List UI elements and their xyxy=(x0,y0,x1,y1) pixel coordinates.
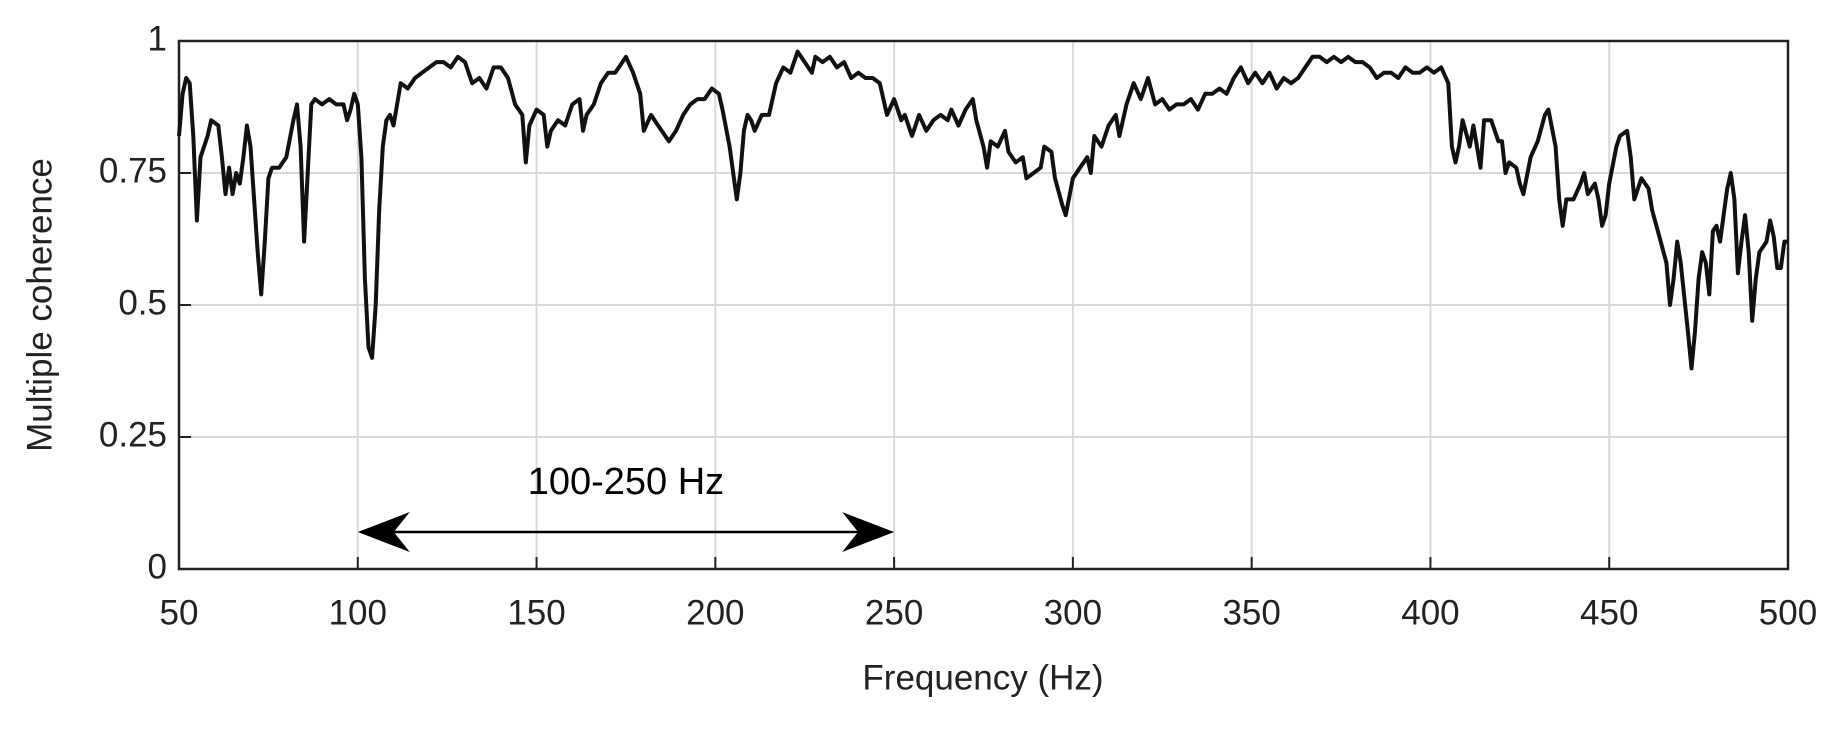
arrow-head xyxy=(842,512,895,553)
x-tick-label: 150 xyxy=(507,593,565,632)
x-tick-label: 200 xyxy=(686,593,744,632)
x-tick-label: 50 xyxy=(160,593,199,632)
x-tick-label: 250 xyxy=(865,593,923,632)
y-tick-label: 1 xyxy=(148,19,167,58)
x-tick-label: 300 xyxy=(1044,593,1102,632)
y-tick-label: 0.75 xyxy=(99,151,167,190)
x-tick-label: 450 xyxy=(1580,593,1638,632)
x-tick-label: 400 xyxy=(1401,593,1459,632)
y-tick-label: 0 xyxy=(148,547,167,586)
data-line xyxy=(177,49,1788,371)
x-tick-label: 350 xyxy=(1222,593,1280,632)
x-tick-label: 100 xyxy=(329,593,387,632)
x-axis-label: Frequency (Hz) xyxy=(862,658,1103,697)
arrow-head xyxy=(357,512,410,553)
plot-frame xyxy=(177,39,1790,571)
x-tick-label: 500 xyxy=(1759,593,1817,632)
y-axis-label: Multiple coherence xyxy=(20,158,59,452)
annotation-text: 100-250 Hz xyxy=(528,461,724,503)
y-tick-label: 0.25 xyxy=(99,415,167,454)
y-tick-label: 0.5 xyxy=(118,283,167,322)
